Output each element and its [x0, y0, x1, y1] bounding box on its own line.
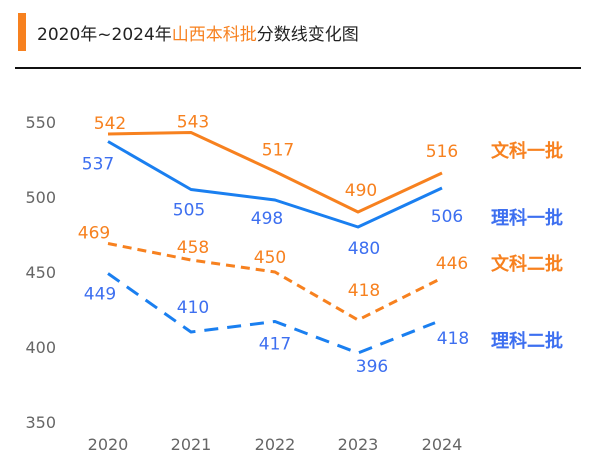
data-label: 449 — [84, 285, 116, 305]
x-tick-label: 2021 — [171, 435, 212, 454]
data-label: 450 — [254, 248, 286, 268]
x-tick-label: 2023 — [338, 435, 379, 454]
series-label: 理科一批 — [491, 207, 563, 229]
series-label: 文科一批 — [491, 140, 563, 162]
series-line — [107, 131, 443, 214]
data-label: 537 — [82, 155, 114, 175]
data-label: 458 — [177, 238, 209, 258]
data-label: 490 — [345, 181, 377, 201]
y-tick-label: 400 — [25, 338, 56, 357]
data-label: 410 — [177, 298, 209, 318]
series-line — [107, 140, 443, 229]
y-tick-label: 350 — [25, 413, 56, 432]
title-accent-bar — [18, 13, 26, 51]
series-line — [107, 242, 443, 322]
data-label: 469 — [78, 224, 110, 244]
data-label: 446 — [436, 254, 468, 274]
data-label: 418 — [437, 329, 469, 349]
title-divider — [15, 67, 581, 69]
data-label: 516 — [426, 142, 458, 162]
data-label: 417 — [259, 335, 291, 355]
y-tick-label: 450 — [25, 263, 56, 282]
data-label: 542 — [94, 114, 126, 134]
data-label: 543 — [177, 113, 209, 133]
x-tick-label: 2020 — [88, 435, 129, 454]
chart-title: 2020年~2024年山西本科批分数线变化图 — [37, 20, 359, 45]
y-tick-label: 550 — [25, 113, 56, 132]
title-highlight: 山西本科批 — [171, 25, 257, 45]
data-label: 480 — [348, 239, 380, 259]
data-label: 506 — [431, 207, 463, 227]
title-prefix: 2020年~2024年 — [37, 25, 172, 45]
data-label: 498 — [251, 209, 283, 229]
title-suffix: 分数线变化图 — [256, 25, 359, 45]
data-label: 396 — [356, 357, 388, 377]
x-tick-label: 2024 — [422, 435, 463, 454]
series-label: 理科二批 — [491, 330, 563, 352]
x-tick-label: 2022 — [255, 435, 296, 454]
data-label: 418 — [348, 281, 380, 301]
data-label: 517 — [262, 141, 294, 161]
y-tick-label: 500 — [25, 188, 56, 207]
data-label: 505 — [173, 201, 205, 221]
series-line — [107, 272, 436, 355]
series-label: 文科二批 — [491, 253, 563, 275]
